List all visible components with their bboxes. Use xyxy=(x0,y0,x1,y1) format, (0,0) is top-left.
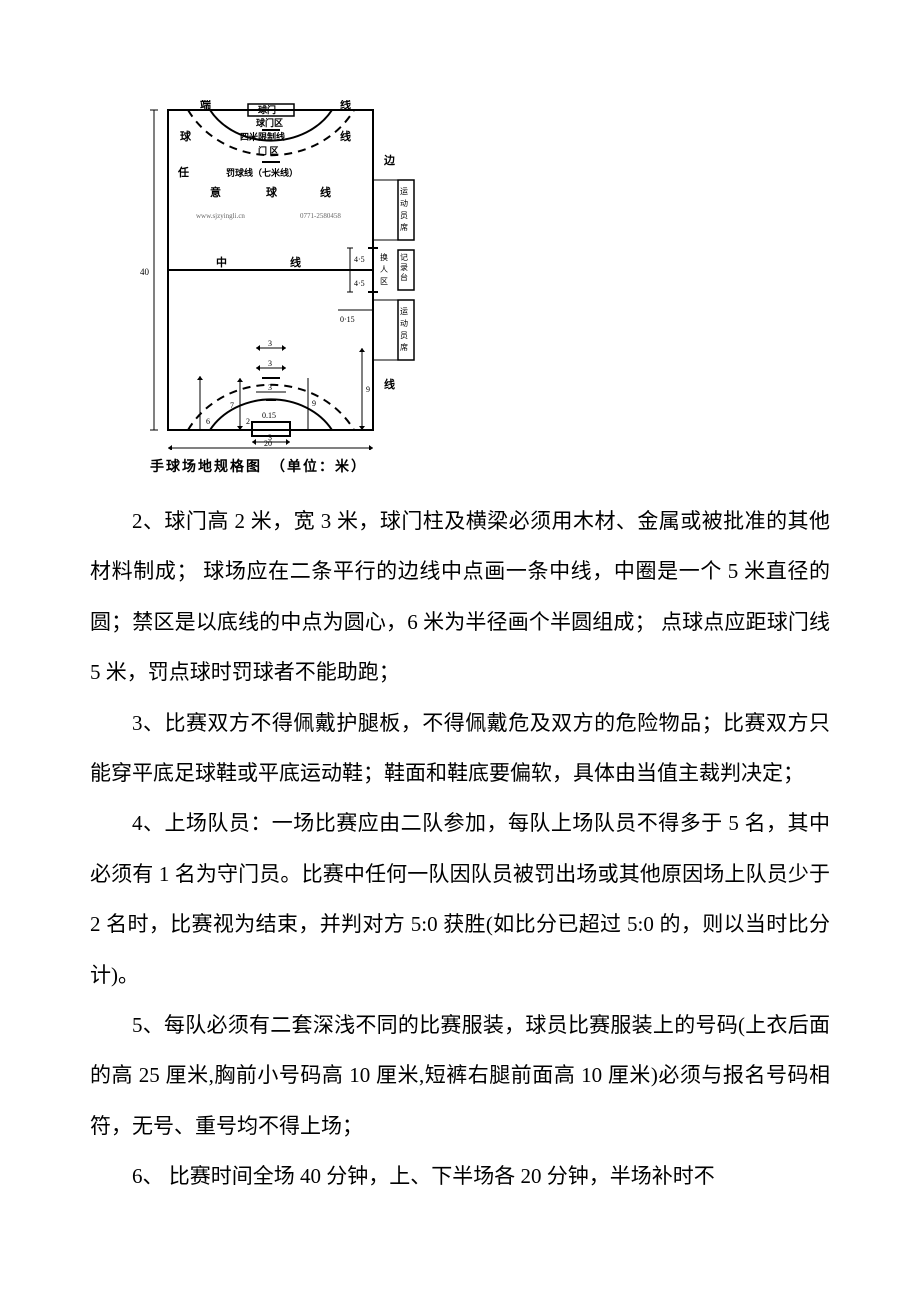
svg-text:台: 台 xyxy=(400,272,408,282)
d015: 0·15 xyxy=(340,315,355,324)
para-5: 5、每队必须有二套深浅不同的比赛服装，球员比赛服装上的号码(上衣后面的高 25 … xyxy=(90,1000,830,1151)
d015b: 0.15 xyxy=(262,411,276,420)
dim-40: 40 xyxy=(140,267,150,277)
lbl-ball: 球 xyxy=(180,129,192,143)
d3c: 3 xyxy=(268,383,272,392)
lbl-sub1: 换 xyxy=(380,252,388,262)
d2: 2 xyxy=(246,417,250,426)
svg-text:7: 7 xyxy=(230,401,234,410)
svg-text:员: 员 xyxy=(400,211,408,220)
lbl-side: 边 xyxy=(383,153,396,167)
lbl-url: www.sjzyingli.cn xyxy=(196,212,245,220)
svg-text:员: 员 xyxy=(400,331,408,340)
svg-text:动: 动 xyxy=(400,198,408,208)
svg-text:席: 席 xyxy=(400,342,408,352)
svg-text:运: 运 xyxy=(400,307,408,316)
svg-text:人: 人 xyxy=(380,265,388,274)
handball-court-diagram: 40 端 线 球门 球门区 球 四米限制线 线 门 区 任 罚球线（七米线） 边… xyxy=(140,100,830,476)
lbl-line-top: 线 xyxy=(340,100,351,111)
d45a: 4·5 xyxy=(354,255,365,264)
lbl-end: 端 xyxy=(200,100,211,111)
court-svg: 40 端 线 球门 球门区 球 四米限制线 线 门 区 任 罚球线（七米线） 边… xyxy=(140,100,450,450)
lbl-center: 中 xyxy=(216,255,227,269)
para-6: 6、 比赛时间全场 40 分钟，上、下半场各 20 分钟，半场补时不 xyxy=(90,1151,830,1201)
diagram-caption: 手球场地规格图 （单位：米） xyxy=(150,456,830,476)
lbl-goal: 球门 xyxy=(258,104,276,115)
svg-text:席: 席 xyxy=(400,222,408,232)
d3a: 3 xyxy=(268,339,272,348)
lbl-goal-area-top: 球门区 xyxy=(256,117,283,128)
d3b: 3 xyxy=(268,359,272,368)
d20: 20 xyxy=(264,439,272,448)
lbl-free: 任 xyxy=(177,165,189,179)
para-4: 4、上场队员：一场比赛应由二队参加，每队上场队员不得多于 5 名，其中必须有 1… xyxy=(90,798,830,1000)
svg-text:录: 录 xyxy=(400,263,408,272)
lbl-l: 线 xyxy=(340,129,351,143)
svg-text:动: 动 xyxy=(400,318,408,328)
lbl-line2: 线 xyxy=(320,185,331,199)
para-2: 2、球门高 2 米，宽 3 米，球门柱及横梁必须用木材、金属或被批准的其他材料制… xyxy=(90,496,830,698)
svg-text:区: 区 xyxy=(380,277,388,286)
lbl-line3: 线 xyxy=(290,255,301,269)
d9b: 9 xyxy=(366,385,370,394)
lbl-ball2: 球 xyxy=(266,185,278,199)
lbl-intention: 意 xyxy=(210,185,221,199)
bench1-1: 运 xyxy=(400,187,408,196)
document-body: 2、球门高 2 米，宽 3 米，球门柱及横梁必须用木材、金属或被批准的其他材料制… xyxy=(90,496,830,1201)
d6: 6 xyxy=(206,417,210,426)
lbl-phone: 0771-2580458 xyxy=(300,212,341,220)
lbl-line4: 线 xyxy=(384,377,395,391)
d9a: 9 xyxy=(312,399,316,408)
para-3: 3、比赛双方不得佩戴护腿板，不得佩戴危及双方的危险物品；比赛双方只能穿平底足球鞋… xyxy=(90,698,830,799)
d45b: 4·5 xyxy=(354,279,365,288)
svg-text:记: 记 xyxy=(400,253,408,262)
lbl-penalty: 罚球线（七米线） xyxy=(226,167,298,178)
